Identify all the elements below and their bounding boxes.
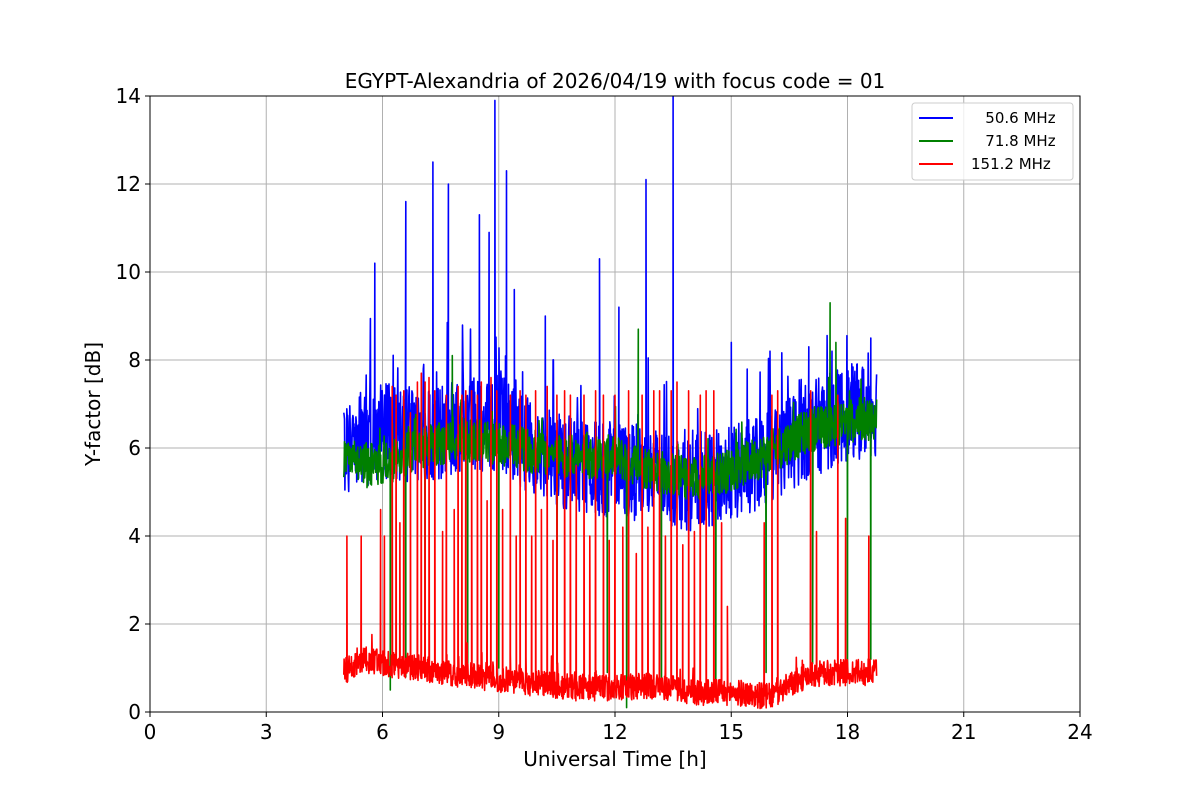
x-axis-label: Universal Time [h] [523,747,706,771]
x-tick-label: 9 [492,720,505,744]
legend-label: 50.6 MHz [971,109,1056,127]
chart-title: EGYPT-Alexandria of 2026/04/19 with focu… [345,69,886,93]
series-line-71-8-mhz [343,302,878,709]
x-tick-label: 15 [719,720,744,744]
x-tick-label: 18 [835,720,860,744]
x-tick-label: 3 [260,720,273,744]
x-tick-label: 21 [951,720,976,744]
y-tick-label: 6 [128,436,141,460]
series-line-151-2-mhz [343,372,878,710]
y-tick-label: 0 [128,700,141,724]
y-axis-ticks: 0 2 4 6 8 10 12 14 [116,84,150,724]
y-axis-label: Y-factor [dB] [81,342,105,467]
x-tick-label: 6 [376,720,389,744]
y-tick-label: 14 [116,84,141,108]
y-tick-label: 4 [128,524,141,548]
y-tick-label: 10 [116,260,141,284]
x-tick-label: 0 [144,720,157,744]
legend-label: 71.8 MHz [971,132,1056,150]
legend-box [911,102,1074,181]
legend: 50.6 MHz 71.8 MHz 151.2 MHz [911,102,1074,181]
legend-label: 151.2 MHz [971,155,1051,173]
y-tick-label: 2 [128,612,141,636]
y-tick-label: 12 [116,172,141,196]
x-tick-label: 24 [1067,720,1092,744]
x-axis-ticks: 0 3 6 9 12 15 18 21 24 [144,712,1093,744]
y-tick-label: 8 [128,348,141,372]
series-layer [343,96,878,710]
x-tick-label: 12 [602,720,627,744]
